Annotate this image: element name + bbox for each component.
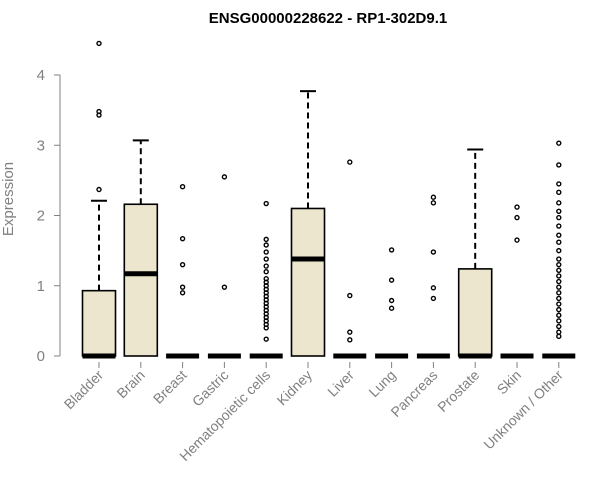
box-group — [416, 194, 450, 359]
outlier-point — [556, 306, 562, 313]
box-group — [123, 139, 159, 357]
box-group — [500, 204, 534, 359]
outlier-point — [388, 305, 395, 311]
outlier-point — [556, 284, 562, 290]
x-tick-label: Liver — [324, 367, 357, 400]
outlier-point — [388, 277, 395, 283]
box-group — [333, 159, 367, 359]
outlier-point — [263, 263, 269, 269]
y-axis-label: Expression — [0, 162, 17, 236]
outlier-point — [263, 242, 269, 248]
outlier-point — [96, 186, 102, 193]
outlier-point — [347, 292, 353, 299]
outlier-point — [263, 200, 269, 207]
outlier-point — [221, 284, 228, 290]
outlier-point — [430, 194, 437, 200]
outlier-point — [556, 162, 562, 168]
box-body — [290, 207, 326, 357]
box-group — [81, 40, 117, 359]
outlier-point — [556, 223, 562, 229]
box-body — [457, 268, 493, 357]
outlier-point — [221, 174, 228, 180]
outlier-point — [556, 181, 562, 187]
x-tick-label: Kidney — [274, 367, 316, 409]
box-group — [290, 90, 326, 357]
outlier-point — [179, 284, 186, 290]
outlier-point — [556, 200, 562, 206]
outlier-point — [514, 237, 520, 243]
box-group — [166, 183, 200, 359]
outlier-point — [556, 323, 562, 330]
box-body — [81, 289, 117, 357]
outlier-point — [556, 318, 562, 324]
y-tick-label: 0 — [37, 348, 45, 365]
outlier-point — [556, 278, 562, 285]
outlier-point — [263, 256, 269, 262]
y-axis: 0 1 2 3 4 — [37, 67, 61, 365]
x-tick-label: Bladder — [61, 367, 107, 413]
outlier-point — [96, 108, 102, 115]
outlier-point — [556, 329, 562, 335]
x-tick-label: Brain — [113, 367, 147, 401]
outlier-point — [347, 329, 353, 335]
y-tick-label: 4 — [37, 67, 45, 84]
outlier-point — [556, 273, 562, 279]
outlier-point — [556, 267, 562, 273]
box-body — [123, 203, 159, 357]
outlier-point — [556, 239, 562, 245]
x-tick-label: Unknown / Other — [480, 367, 566, 453]
box-group — [542, 140, 576, 359]
y-tick-label: 1 — [37, 278, 45, 295]
outlier-point — [96, 40, 102, 47]
outlier-point — [556, 301, 562, 307]
outlier-point — [430, 285, 437, 291]
outlier-point — [179, 183, 186, 190]
outlier-point — [430, 249, 437, 255]
outlier-point — [514, 214, 520, 221]
outlier-point — [263, 269, 269, 275]
outlier-point — [263, 249, 269, 255]
x-tick-label: Lung — [365, 367, 398, 400]
outlier-point — [263, 336, 269, 342]
outlier-point — [556, 189, 562, 196]
box-group — [375, 247, 409, 359]
outlier-point — [263, 236, 269, 243]
outlier-point — [556, 312, 562, 318]
outlier-point — [263, 276, 269, 282]
outlier-point — [179, 261, 186, 268]
x-tick-label: Prostate — [434, 367, 482, 415]
outlier-point — [388, 297, 395, 304]
x-tick-label: Skin — [494, 367, 525, 398]
box-group — [207, 174, 241, 359]
outlier-point — [556, 295, 562, 302]
outlier-point — [430, 200, 437, 206]
box-group — [457, 148, 493, 359]
outlier-point — [556, 247, 562, 254]
outlier-point — [347, 159, 353, 165]
outlier-point — [556, 232, 562, 238]
outlier-point — [556, 261, 562, 268]
y-tick-label: 3 — [37, 137, 45, 154]
x-tick-label: Breast — [150, 367, 190, 407]
outlier-point — [179, 235, 186, 242]
outlier-point — [514, 204, 520, 210]
outlier-point — [556, 333, 562, 340]
outlier-point — [388, 247, 395, 253]
chart-title: ENSG00000228622 - RP1-302D9.1 — [209, 10, 448, 27]
outlier-point — [556, 256, 562, 262]
box-group — [249, 200, 283, 359]
outlier-point — [556, 140, 562, 146]
outlier-point — [179, 290, 186, 296]
outlier-point — [556, 214, 562, 221]
outlier-point — [556, 290, 562, 296]
outlier-point — [556, 208, 562, 214]
outlier-point — [430, 295, 437, 302]
y-tick-label: 2 — [37, 208, 45, 225]
outlier-point — [347, 337, 353, 343]
boxes-layer — [81, 40, 576, 359]
